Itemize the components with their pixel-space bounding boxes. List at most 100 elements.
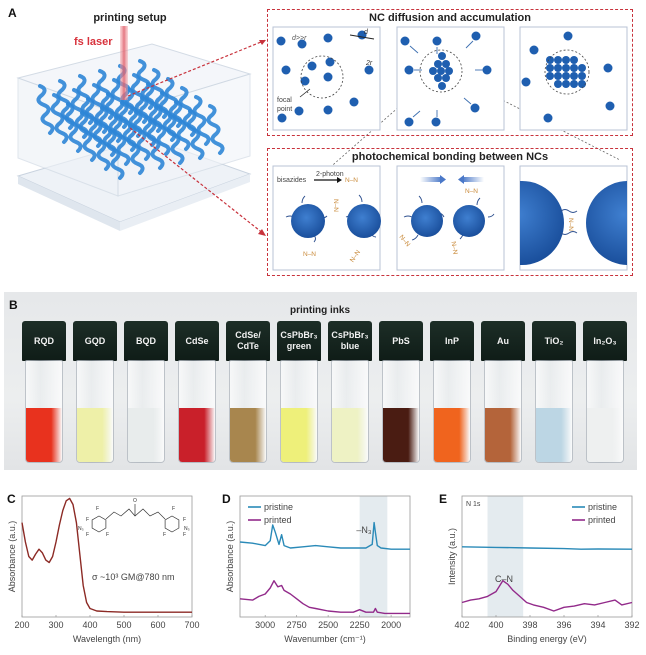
printed-helix xyxy=(206,104,225,155)
x-tick-label: 400 xyxy=(488,620,503,630)
ink-vial xyxy=(484,360,522,463)
svg-text:N–N: N–N xyxy=(449,241,458,255)
nanocrystal xyxy=(570,64,578,72)
ink-liquid xyxy=(536,408,572,462)
printed-helix xyxy=(152,105,171,156)
connector-lines xyxy=(127,39,621,236)
vial-cap: Au xyxy=(481,321,525,361)
legend-pristine: pristine xyxy=(264,502,293,512)
x-axis-label: Wavenumber (cm⁻¹) xyxy=(284,634,365,644)
x-tick-label: 402 xyxy=(454,620,469,630)
nanocrystal xyxy=(434,60,442,68)
vial-cap: CsPbBr₃ green xyxy=(277,321,321,361)
cn-peak-annotation: C–N xyxy=(495,574,513,584)
vial-label: CdSe/ xyxy=(235,330,261,340)
vial-cap: CdSe xyxy=(175,321,219,361)
ink-liquid xyxy=(26,408,62,462)
x-tick-label: 3000 xyxy=(255,620,275,630)
printed-helix-array xyxy=(36,59,225,180)
vial-cap: BQD xyxy=(124,321,168,361)
vial-cap: CdSe/CdTe xyxy=(226,321,270,361)
highlight-band xyxy=(487,496,524,617)
vial-label-line2: green xyxy=(286,341,312,351)
vial-label: In₂O₃ xyxy=(593,335,617,346)
legend-pristine: pristine xyxy=(588,502,617,512)
nanocrystal xyxy=(482,65,492,75)
y-axis-label: Absorbance (a.u.) xyxy=(7,521,17,593)
vial-cap: InP xyxy=(430,321,474,361)
ink-liquid xyxy=(332,408,368,462)
series-line-pristine xyxy=(461,546,633,550)
ink-vial xyxy=(229,360,267,463)
nanocrystal xyxy=(442,74,450,82)
nanocrystal xyxy=(563,31,573,41)
bisazides-label: bisazides xyxy=(277,177,307,184)
nanocrystal xyxy=(578,72,586,80)
nc-diffusion-title: NC diffusion and accumulation xyxy=(369,12,531,24)
printed-helix xyxy=(146,119,165,170)
nanocrystal xyxy=(570,80,578,88)
vial-label: PbS xyxy=(392,335,410,346)
vial-cap: PbS xyxy=(379,321,423,361)
nanocrystal xyxy=(543,113,553,123)
x-tick-label: 392 xyxy=(624,620,639,630)
panel-c-label: C xyxy=(7,492,16,506)
nanocrystal xyxy=(471,31,481,41)
vial-label: GQD xyxy=(84,335,106,346)
vial-label: TiO₂ xyxy=(544,335,564,346)
nanocrystal xyxy=(431,117,441,127)
chart-d: 3000 2750 2500 2250 2000 Wavenumber (cm⁻¹) Abs… xyxy=(225,495,411,644)
nanocrystal xyxy=(325,57,335,67)
ink-liquid xyxy=(281,408,317,462)
x-tick-label: 394 xyxy=(590,620,605,630)
x-tick-label: 2750 xyxy=(287,620,307,630)
vial-cap: TiO₂ xyxy=(532,321,576,361)
x-tick-label: 2500 xyxy=(318,620,338,630)
panel-a-label: A xyxy=(8,6,17,20)
printed-helix xyxy=(126,124,145,175)
plot-frame xyxy=(239,495,411,618)
molecule-atom-label: N₃ xyxy=(78,526,84,532)
ink-liquid xyxy=(230,408,266,462)
arrow-icon xyxy=(337,177,342,183)
highlight-band xyxy=(359,496,388,617)
annot-focal: focal xyxy=(277,97,292,104)
nn-product-label: N–N xyxy=(345,177,358,184)
printing-setup-title: printing setup xyxy=(93,12,167,24)
vial-cap: In₂O₃ xyxy=(583,321,627,361)
photochemical-bonding-box xyxy=(267,148,633,276)
cross-section-annotation: σ ~10³ GM@780 nm xyxy=(92,572,174,582)
nanocrystal xyxy=(554,56,562,64)
ink-liquid xyxy=(485,408,521,462)
series-line-pristine xyxy=(239,521,410,550)
printed-helix xyxy=(92,120,111,171)
printed-helix xyxy=(106,129,125,180)
printed-helix xyxy=(112,115,131,166)
bisazide-molecule-structure xyxy=(91,504,180,533)
x-tick-label: 200 xyxy=(14,620,29,630)
nanocrystal xyxy=(281,65,291,75)
x-tick-label: 700 xyxy=(184,620,199,630)
two-photon-label: 2-photon xyxy=(316,171,344,178)
panel-d-label: D xyxy=(222,492,231,506)
nanocrystal xyxy=(276,36,286,46)
nanocrystal xyxy=(429,67,437,75)
x-tick-label: 600 xyxy=(150,620,165,630)
printed-helix xyxy=(36,84,55,135)
annot-2r: 2r xyxy=(365,60,373,67)
x-tick-label: 2000 xyxy=(381,620,401,630)
nanocrystal xyxy=(554,72,562,80)
nanocrystal xyxy=(323,72,333,82)
annot-d: d xyxy=(364,29,369,36)
vial-label: CsPbBr₃ xyxy=(331,330,369,340)
vial-label-line2: blue xyxy=(340,341,360,351)
ink-liquid xyxy=(77,408,113,462)
nanocrystal xyxy=(570,72,578,80)
nanocrystal xyxy=(445,67,453,75)
x-tick-label: 396 xyxy=(556,620,571,630)
molecule-atom-label: F xyxy=(86,517,89,523)
nanocrystal xyxy=(562,56,570,64)
vial-cap: GQD xyxy=(73,321,117,361)
nanocrystal xyxy=(438,52,446,60)
legend-printed: printed xyxy=(588,515,616,525)
